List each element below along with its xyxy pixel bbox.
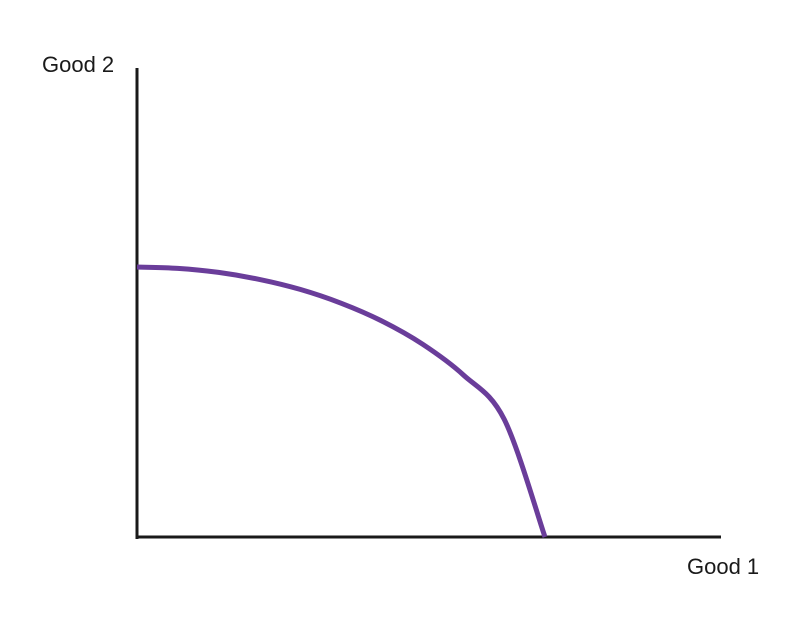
series-layer [136, 264, 548, 538]
y-axis-label: Good 2 [42, 52, 114, 77]
x-axis-label: Good 1 [687, 554, 759, 579]
ppf-curve-series-0 [136, 264, 548, 538]
